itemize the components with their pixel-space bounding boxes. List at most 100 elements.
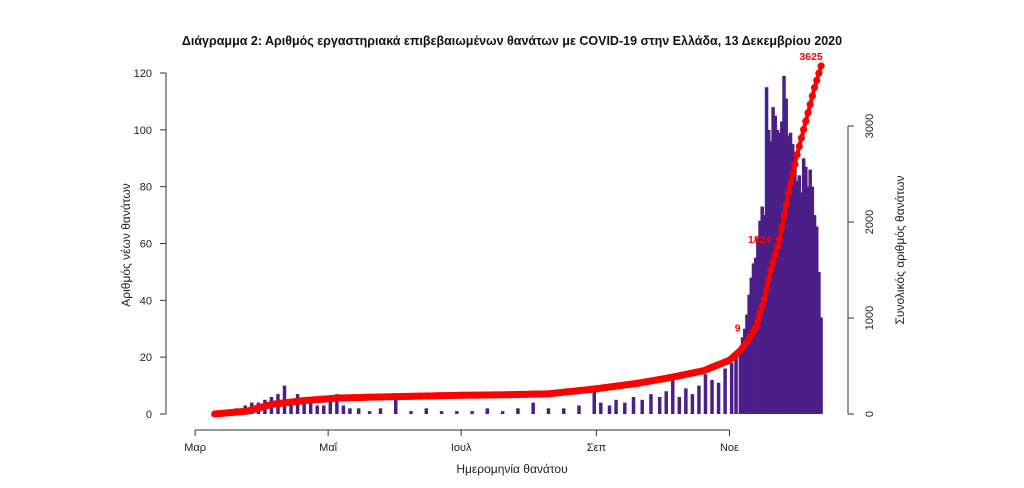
cumulative-point [804,109,812,117]
bar [394,396,398,414]
bar [328,399,333,414]
bars-group [217,75,823,415]
cumulative-point [778,223,786,232]
bar [753,257,758,414]
cumulative-line-group [211,62,825,418]
y-right-tick-label: 1000 [864,306,876,330]
cumulative-point [773,243,782,251]
bar [817,271,821,414]
y-right-tick-label: 2000 [864,210,876,234]
bar [623,402,627,414]
cumulative-point [806,100,814,108]
bar [747,294,751,414]
bar [577,405,581,414]
cumulative-point [789,170,797,178]
bar [703,374,708,414]
bar [671,379,675,414]
bar [322,405,326,414]
cumulative-point [795,142,803,150]
bar [315,405,319,414]
bar [599,402,603,414]
cumulative-point [760,295,768,303]
x-axis-label: Ημερομηνία θανάτου [456,462,568,476]
y-left-tick-label: 20 [140,352,152,364]
y-left-tick-label: 100 [134,125,152,137]
bar [723,368,727,414]
bar [455,411,459,414]
bar [812,215,817,414]
annotations-group: 3625 1824 9 [735,51,823,335]
cumulative-point [780,212,788,220]
cumulative-point [782,201,790,209]
cumulative-point [797,134,806,142]
bar [677,396,682,414]
y-right-tick-label: 0 [864,411,876,417]
cumulative-point [784,189,792,197]
bar [780,121,784,414]
cumulative-point [793,151,801,159]
cumulative-point [765,276,773,284]
bar [607,405,612,414]
cumulative-point [758,302,766,310]
annotation-label: 1824 [748,234,772,246]
cumulative-point [786,180,795,188]
bar [289,399,293,414]
bar [341,405,346,414]
cumulative-point [771,250,779,259]
bar [500,411,505,414]
bar [657,396,662,414]
cumulative-point [815,69,823,77]
bar [793,161,797,414]
bar [782,75,786,414]
bar [799,192,804,414]
bar [762,215,767,414]
bar [690,394,695,414]
bar [561,408,566,414]
bar [546,408,551,414]
cumulative-point [791,160,799,168]
bar [664,391,668,414]
bar [734,357,738,414]
bar [790,144,795,414]
y-left-tick-label: 0 [146,409,152,421]
bar [592,391,596,414]
bar [797,175,802,414]
bar [356,408,361,414]
bar [745,314,749,414]
bar [302,399,306,414]
bar [775,129,780,415]
annotation-label: 3625 [799,51,823,63]
bar [614,399,618,414]
bar [810,186,815,414]
bar [631,396,636,414]
bar [788,132,793,415]
cumulative-point [813,76,821,84]
bar [806,186,810,414]
bar [819,317,823,414]
bar [784,98,788,414]
y-left-tick-label: 40 [140,295,152,307]
bar [367,411,372,414]
cumulative-point [810,84,819,92]
bar [764,87,769,414]
cumulative-point [800,126,808,134]
bar [801,158,806,414]
bar [531,402,535,414]
cumulative-point [762,285,771,293]
bar [424,408,429,414]
bar [348,408,352,414]
y-left-tick-label: 80 [140,182,152,194]
x-tick-label: Σεπ [587,442,607,454]
cumulative-point [754,316,762,324]
bar [786,135,791,414]
bar [684,388,688,414]
bar [808,169,812,414]
bar [640,399,644,414]
x-tick-label: Ιουλ [451,442,472,454]
y-left-tick-label: 120 [134,68,152,80]
bar [697,385,701,414]
bar [814,226,819,414]
bar [716,382,721,414]
bar [740,337,745,414]
